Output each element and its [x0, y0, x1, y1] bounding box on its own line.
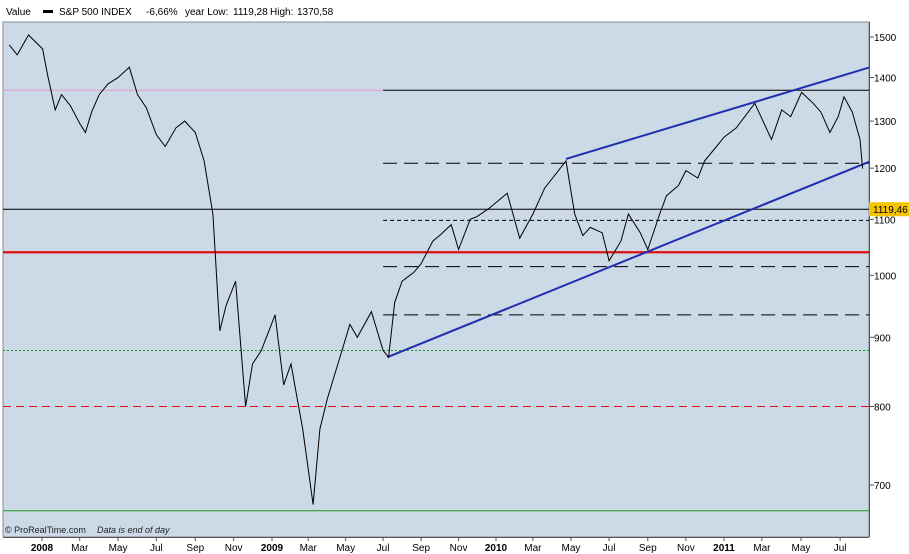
x-tick-label-2: May — [109, 543, 128, 554]
header-year-low-label: year Low: — [185, 7, 228, 18]
x-tick-label-10: Sep — [412, 543, 430, 554]
header-high-value: 1370,58 — [297, 7, 334, 18]
y-axis-panel — [869, 22, 909, 537]
x-tick-label-9: Jul — [377, 543, 390, 554]
y-tick-label-900: 900 — [874, 333, 891, 344]
y-tick-label-1500: 1500 — [874, 33, 897, 44]
y-tick-label-1400: 1400 — [874, 74, 897, 85]
footer-brand: © ProRealTime.com — [5, 525, 86, 535]
y-tick-label-1200: 1200 — [874, 164, 897, 175]
x-tick-label-6: 2009 — [261, 543, 284, 554]
x-tick-label-15: Jul — [603, 543, 616, 554]
channel-trendline-0 — [386, 160, 870, 359]
x-tick-label-18: 2011 — [713, 543, 735, 554]
x-tick-label-20: May — [792, 543, 811, 554]
x-tick-label-8: May — [336, 543, 355, 554]
y-tick-label-1100: 1100 — [874, 215, 896, 226]
x-tick-label-12: 2010 — [485, 543, 508, 554]
last-price-label: 1119,46 — [873, 205, 908, 216]
header-label: Value — [6, 7, 31, 18]
legend-swatch — [43, 10, 53, 13]
x-tick-label-21: Jul — [834, 543, 847, 554]
header-bar — [0, 0, 909, 22]
x-tick-label-17: Nov — [677, 543, 695, 554]
y-tick-label-1300: 1300 — [874, 117, 897, 128]
x-tick-label-3: Jul — [150, 543, 163, 554]
x-tick-label-14: May — [562, 543, 581, 554]
x-tick-label-19: Mar — [753, 543, 771, 554]
header-change: -6,66% — [146, 7, 178, 18]
x-tick-label-5: Nov — [225, 543, 243, 554]
header-high-label: High: — [270, 7, 293, 18]
horizontal-levels — [3, 89, 869, 512]
x-tick-label-0: 2008 — [31, 543, 54, 554]
x-tick-label-7: Mar — [300, 543, 318, 554]
x-tick-label-4: Sep — [186, 543, 204, 554]
last-price-marker — [869, 202, 909, 217]
price-series-line — [8, 34, 864, 505]
header-year-low-value: 1119,28 — [233, 7, 268, 18]
x-axis-ticks: 2008 Mar May Jul Sep Nov 2009 Mar May Jul Sep Nov 20… — [31, 537, 847, 554]
legend-series-name: S&P 500 INDEX — [59, 7, 132, 18]
x-tick-label-1: Mar — [71, 543, 89, 554]
trendlines — [386, 66, 870, 359]
x-tick-label-11: Nov — [450, 543, 468, 554]
y-axis-ticks: 700 800 900 1000 1100 1200 1300 1400 1500 — [869, 33, 897, 492]
plot-area — [2, 21, 870, 538]
y-tick-label-700: 700 — [874, 481, 891, 492]
x-tick-label-13: Mar — [524, 543, 542, 554]
y-tick-label-800: 800 — [874, 403, 891, 414]
x-axis-panel — [0, 537, 909, 554]
x-tick-label-16: Sep — [639, 543, 657, 554]
channel-trendline-1 — [565, 66, 870, 160]
footer-note: Data is end of day — [97, 525, 170, 535]
y-tick-label-1000: 1000 — [874, 271, 897, 282]
